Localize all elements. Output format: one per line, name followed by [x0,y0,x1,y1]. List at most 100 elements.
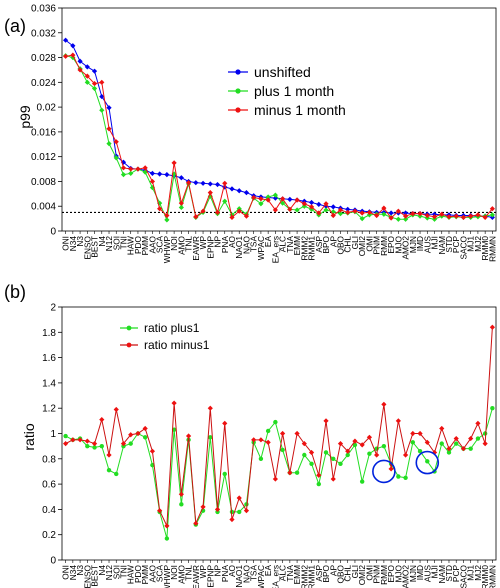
a-category-label: STD [444,236,454,253]
b-series-1-point [157,508,163,514]
b-series-1-point [106,452,112,458]
b-series-1-point [460,446,467,452]
b-category-label: IMD [415,565,425,580]
a-series-2-point [366,209,373,216]
a-series-0-point [272,195,278,201]
b-series-1-point [99,416,105,423]
a-series-1-point [395,216,401,222]
b-series-0-point [410,440,416,445]
b-category-label: TNI [118,565,128,578]
a-category-label: SCA [155,236,165,254]
a-ytick-label: 0.02 [37,103,57,114]
a-category-label: AMO2 [401,236,411,260]
a-series-2-point [316,210,322,216]
b-category-label: TSA [249,565,259,582]
a-series-1-point [91,85,98,92]
b-series-0-point [323,450,329,455]
b-category-label: AO [227,564,237,577]
b-series-0-point [316,481,321,487]
b-category-label: STD [444,565,454,582]
b-series-1-point [446,446,452,452]
legend-unshifted-marker [235,69,241,75]
b-ytick-label: 1.8 [42,328,56,339]
b-category-label: NAO1 [234,565,244,588]
a-series-0-point [207,181,213,187]
a-series-2-point [236,208,242,214]
b-ytick-label: 0 [50,556,56,567]
a-series-1-point [402,216,409,222]
a-series-2-point [453,213,459,219]
a-series-0-point [402,210,409,216]
a-series-2-point [207,189,213,196]
a-series-2-point [243,213,250,219]
a-series-line-1 [65,55,493,222]
b-category-label: EAWR [191,565,201,588]
a-series-1-point [120,172,127,178]
a-series-0-point [178,175,184,181]
b-series-1-point [402,452,409,458]
a-series-2-point [185,180,192,186]
a-category-label: NAO [241,235,251,254]
a-series-2-point [157,206,163,212]
b-series-1-point [294,430,300,437]
a-series-1-point [489,212,495,218]
a-series-2-point [395,208,401,214]
b-category-label: EPNP [205,565,215,588]
b-series-0-point [338,461,343,467]
b-category-label: GLI [350,565,360,578]
b-ytick-label: 1.6 [42,353,56,364]
a-series-1-point [128,170,134,176]
legend-ratio-plus-marker [126,325,132,331]
b-series-1-point [287,470,293,476]
b-series-1-point [439,425,445,432]
panel-a-axes: 0 0.004 0.008 0.012 0.016 0.02 0.024 0.028 0.032… [31,4,497,238]
a-category-label: GLI [350,236,360,249]
b-series-0-point [114,471,119,477]
b-series-1-point [142,425,148,432]
a-series-2-point [258,196,264,202]
b-category-label: EPO [386,564,396,582]
a-series-2-point [424,212,430,219]
a-category-label: RMMN [487,236,497,262]
b-series-0-point [294,470,300,475]
legend-plus-label: plus 1 month [254,83,334,99]
a-series-2-point [330,212,336,219]
b-series-0-point [99,443,104,449]
b-series-0-point [106,467,112,473]
a-series-2-point [214,209,221,216]
b-ytick-label: 0.4 [42,505,56,516]
b-series-0-point [367,451,372,456]
b-series-1-point [410,430,416,437]
a-category-label: TNI [118,236,128,249]
b-series-1-point [359,442,365,448]
a-category-label: BEST [90,236,100,258]
a-series-2-point [84,73,90,79]
b-category-label: EMM [292,565,302,584]
legend-unshifted-label: unshifted [254,64,311,80]
b-category-label: WHWP [162,565,172,588]
b-category-label: OMI2 [357,565,367,586]
a-series-2-point [323,201,329,207]
a-series-1-point [381,211,387,217]
b-series-1-point [301,441,307,447]
a-category-label: TNL [184,236,194,252]
a-series-1-point [222,198,228,204]
b-category-label: QBO [335,564,345,583]
a-series-2-point [229,214,235,220]
b-category-label: ALC [278,565,288,581]
b-ytick-label: 1 [50,429,56,440]
a-series-2-point [280,196,286,202]
b-category-label: WPAC [256,565,266,588]
b-category-label: AP [328,565,338,577]
a-category-label: PNA [220,236,230,254]
b-series-0-point [265,428,271,434]
b-category-label: BEST [90,565,100,587]
b-ytick-label: 2 [50,303,56,314]
b-series-1-point [489,324,495,330]
b-series-0-point [490,406,495,411]
a-series-2-point [410,211,416,217]
a-series-0-point [106,105,112,111]
b-series-0-point [237,509,242,515]
a-series-0-point [345,206,351,212]
a-category-label: MJ1 [466,236,476,252]
